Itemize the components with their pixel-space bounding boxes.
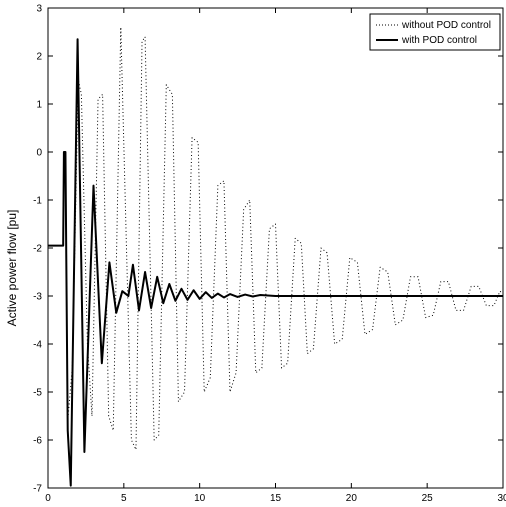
y-tick-label: -7: [33, 484, 42, 495]
series-line-with-pod: [48, 38, 503, 487]
y-tick-label: 1: [36, 100, 42, 111]
x-tick-label: 10: [194, 493, 206, 504]
y-tick-label: 0: [36, 148, 42, 159]
plot-frame: [47, 7, 504, 489]
x-tick-label: 5: [121, 493, 127, 504]
y-tick-label: -1: [33, 196, 42, 207]
legend-entry-with-pod: with POD control: [401, 35, 477, 46]
legend-entry-without-pod: without POD control: [401, 20, 491, 31]
series-line-without-pod: [48, 26, 504, 451]
series-layer: [48, 26, 504, 487]
y-axis-label: Active power flow [pu]: [5, 210, 19, 327]
y-tick-label: -5: [33, 388, 42, 399]
y-tick-label: -2: [33, 244, 42, 255]
y-tick-label: -6: [33, 436, 42, 447]
x-tick-label: 15: [270, 493, 282, 504]
legend-box: [369, 13, 501, 51]
x-tick-label: 20: [346, 493, 358, 504]
y-tick-label: 3: [36, 4, 42, 15]
y-tick-label: -3: [33, 292, 42, 303]
y-tick-label: 2: [36, 52, 42, 63]
legend: without POD control with POD control: [369, 13, 501, 51]
x-tick-label: 25: [422, 493, 434, 504]
x-tick-label: 0: [45, 493, 51, 504]
x-tick-label: 30: [497, 493, 506, 504]
y-tick-label: -4: [33, 340, 42, 351]
